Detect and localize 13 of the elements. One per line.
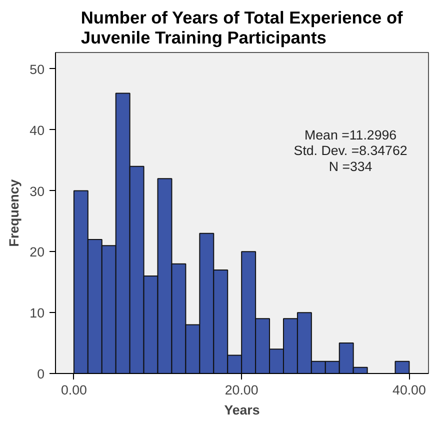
y-tick-label: 0: [37, 366, 45, 382]
y-tick-label: 30: [30, 184, 45, 199]
chart-title: Number of Years of Total Experience of Juvenile Training Participants: [80, 8, 404, 48]
annotation: Mean =11.2996 Std. Dev. =8.34762 N =334: [294, 127, 408, 174]
x-tick-label: 0.00: [60, 382, 87, 398]
y-axis-title: Frequency: [6, 178, 22, 247]
y-tick-label: 40: [30, 122, 45, 138]
x-tick-label: 40.00: [392, 382, 426, 398]
y-tick-label: 20: [30, 244, 45, 260]
y-tick-label: 50: [30, 62, 45, 77]
x-tick-label: 20.00: [224, 382, 258, 398]
x-axis-title: Years: [224, 402, 260, 418]
y-tick-label: 10: [30, 306, 45, 321]
